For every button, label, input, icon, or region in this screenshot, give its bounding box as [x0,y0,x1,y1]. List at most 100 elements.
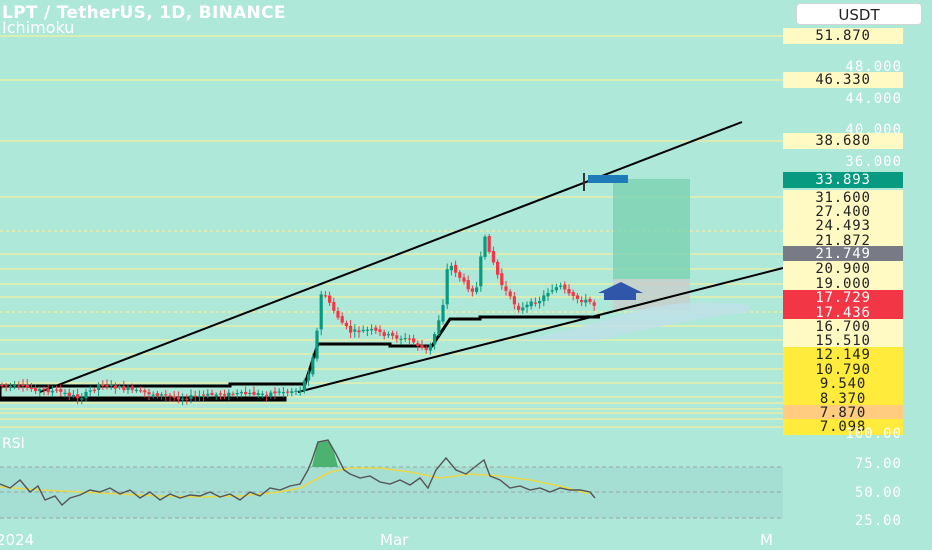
candle-body [567,288,571,294]
rsi-tick: 100.00 [845,426,902,442]
candle-body [559,285,563,287]
price-level-label: 21.749 [783,246,903,262]
candle-body [554,287,558,291]
price-tick: 44.000 [845,91,902,107]
candle-body [504,286,508,291]
rsi-ma-line [0,467,591,498]
candle-body [496,261,500,275]
candle-body [437,320,441,334]
candle-body [521,307,525,311]
candle-body [143,390,147,393]
candle-body [449,265,453,271]
candle-body [395,335,399,339]
candle-body [206,393,210,396]
candle-body [538,300,542,304]
candle-body [542,295,546,302]
candle-body [307,374,311,381]
candle-body [470,288,474,292]
candle-body [160,394,164,396]
candle-body [210,392,214,395]
candle-body [17,385,21,387]
candle-body [21,384,25,387]
candle-body [500,273,504,286]
price-level-label: 16.700 [783,319,903,335]
candle-body [508,291,512,297]
candlestick-series [0,234,596,406]
price-level-label: 31.600 [783,190,903,206]
candle-body [244,391,248,395]
rsi-tick: 25.00 [854,513,902,529]
candle-body [374,327,378,331]
currency-button[interactable]: USDT [796,3,922,25]
candle-body [76,394,80,399]
candle-body [88,390,92,392]
candle-body [391,332,395,336]
candle-body [256,393,260,396]
candle-body [25,384,29,388]
candle-body [223,394,227,396]
candle-body [105,384,109,387]
candle-body [466,280,470,290]
candle-body [164,394,168,396]
candle-body [248,392,252,395]
candle-body [529,301,533,307]
candle-body [580,300,584,303]
candle-body [357,330,361,333]
x-axis-label: 2024 [0,531,35,549]
indicator-label: Ichimoku [2,18,75,37]
candle-body [139,390,143,392]
candle-body [441,304,445,322]
candle-body [487,236,491,252]
candle-body [361,329,365,332]
candle-body [428,344,432,351]
price-level-label: 7.870 [783,405,903,421]
candle-body [462,277,466,282]
candle-body [130,386,134,390]
candle-body [491,251,495,263]
price-level-label: 17.729 [783,290,903,306]
candle-body [353,329,357,332]
price-level-label: 33.893 [783,172,903,188]
candle-body [97,384,101,391]
x-axis-label: Mar [380,531,409,549]
candle-body [550,290,554,292]
candle-body [386,334,390,336]
candle-body [181,398,185,400]
price-level-label: 7.098 [783,419,903,435]
candle-body [197,395,201,398]
candle-body [533,302,537,304]
candle-body [260,393,264,395]
candle-body [185,398,189,400]
candle-body [546,292,550,297]
candle-body [126,387,130,391]
candle-body [420,344,424,348]
candle-body [239,392,243,394]
candle-body [4,385,8,387]
candle-body [235,393,239,395]
candle-body [340,316,344,323]
candle-body [349,325,353,333]
candle-body [265,394,269,397]
candle-body [277,391,281,393]
candle-body [0,384,4,387]
candle-body [176,397,180,400]
candle-body [218,393,222,395]
candle-body [424,347,428,350]
candle-body [298,390,302,392]
candle-body [122,386,126,391]
candle-body [101,384,105,387]
rsi-tick: 50.00 [854,485,902,501]
price-level-label: 15.510 [783,333,903,349]
candle-body [294,390,298,392]
candle-body [517,305,521,310]
candle-body [252,391,256,395]
candle-body [38,388,42,392]
target-zone [613,179,690,279]
candle-body [399,338,403,341]
price-level-label: 21.872 [783,233,903,249]
candle-body [50,390,54,393]
price-level-label: 24.493 [783,218,903,234]
rsi-line [0,439,596,507]
candle-body [479,256,483,287]
